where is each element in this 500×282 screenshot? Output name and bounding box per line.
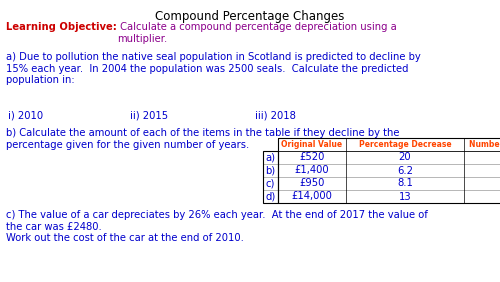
Text: £950: £950 — [300, 179, 324, 188]
Text: a) Due to pollution the native seal population in Scotland is predicted to decli: a) Due to pollution the native seal popu… — [6, 52, 421, 85]
Bar — [263, 151, 278, 203]
Text: ii) 2015: ii) 2015 — [130, 110, 168, 120]
Text: 6.2: 6.2 — [397, 166, 413, 175]
Text: 8.1: 8.1 — [397, 179, 413, 188]
Text: £14,000: £14,000 — [292, 191, 333, 202]
Text: Number of years: Number of years — [469, 140, 500, 149]
Text: £1,400: £1,400 — [294, 166, 330, 175]
Text: Compound Percentage Changes: Compound Percentage Changes — [156, 10, 344, 23]
Text: 10: 10 — [498, 191, 500, 202]
Text: d): d) — [266, 191, 276, 202]
Text: Percentage Decrease: Percentage Decrease — [358, 140, 452, 149]
Text: Original Value: Original Value — [282, 140, 343, 149]
Text: Calculate a compound percentage depreciation using a
multiplier.: Calculate a compound percentage deprecia… — [117, 22, 397, 44]
Text: c): c) — [266, 179, 275, 188]
Text: percentage given for the given number of years.: percentage given for the given number of… — [6, 140, 249, 150]
Text: c) The value of a car depreciates by 26% each year.  At the end of 2017 the valu: c) The value of a car depreciates by 26%… — [6, 210, 428, 243]
Text: b) Calculate the amount of each of the items in the table if they decline by the: b) Calculate the amount of each of the i… — [6, 128, 400, 138]
Text: b): b) — [266, 166, 276, 175]
Text: £520: £520 — [300, 153, 324, 162]
Text: a): a) — [266, 153, 276, 162]
Text: i) 2010: i) 2010 — [8, 110, 43, 120]
Text: 13: 13 — [398, 191, 411, 202]
Bar — [278, 138, 500, 203]
Text: 20: 20 — [398, 153, 411, 162]
Text: Learning Objective:: Learning Objective: — [6, 22, 117, 32]
Text: iii) 2018: iii) 2018 — [255, 110, 296, 120]
